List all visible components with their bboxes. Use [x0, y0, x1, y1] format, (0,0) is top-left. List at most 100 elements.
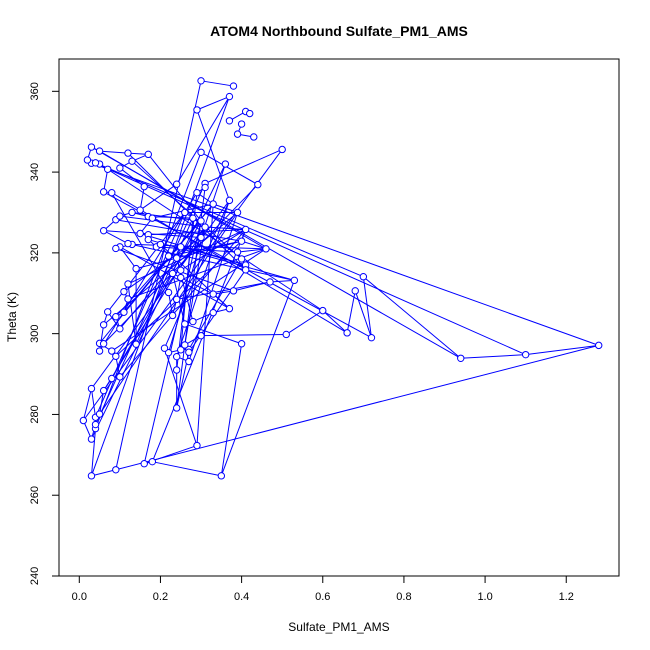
series-line-segment: [196, 109, 230, 201]
series-line-segment: [237, 248, 267, 253]
series-line-segment: [176, 96, 230, 185]
series-line-segment: [213, 203, 238, 213]
data-point: [359, 273, 368, 281]
data-point: [282, 330, 290, 339]
data-point: [197, 331, 205, 340]
data-point: [278, 145, 286, 154]
data-point: [99, 340, 108, 348]
data-point: [229, 287, 238, 295]
data-point: [189, 317, 197, 326]
series-line-segment: [91, 469, 116, 477]
data-point: [168, 269, 177, 278]
data-point: [124, 280, 132, 288]
series-line-segment: [354, 290, 372, 338]
data-point: [87, 435, 96, 443]
x-tick-label: 0.0: [72, 591, 87, 603]
data-point: [221, 160, 230, 168]
data-point: [103, 165, 112, 173]
series-line-segment: [152, 461, 222, 477]
series-line-segment: [119, 215, 206, 228]
data-point: [521, 350, 530, 359]
data-point: [156, 240, 165, 249]
data-point: [193, 106, 201, 114]
data-point: [209, 200, 217, 208]
data-point: [83, 156, 92, 164]
data-point: [87, 143, 96, 151]
data-point: [140, 460, 148, 468]
data-point: [172, 366, 181, 374]
data-point: [116, 212, 124, 220]
data-point: [95, 410, 104, 418]
data-point: [172, 404, 181, 412]
y-axis: 240 260 280 300 320 340 360: [29, 82, 60, 585]
series-line-segment: [103, 230, 129, 245]
series-line-segment: [99, 150, 129, 154]
data-point: [201, 183, 209, 192]
data-point: [112, 352, 120, 360]
data-point: [241, 225, 250, 234]
data-point: [241, 266, 250, 274]
data-point: [225, 117, 234, 125]
data-point: [112, 244, 120, 253]
data-point: [229, 82, 238, 90]
data-point: [343, 329, 351, 337]
data-point: [144, 235, 152, 244]
series-line-segment: [99, 192, 198, 352]
data-point: [201, 223, 209, 231]
data-point: [233, 248, 242, 256]
data-point: [99, 188, 108, 196]
data-point: [132, 264, 140, 273]
series-line-segment: [176, 200, 230, 357]
series-line-segment: [82, 388, 92, 421]
series-line-segment: [115, 80, 202, 470]
data-point: [164, 288, 173, 297]
data-point: [266, 278, 274, 286]
data-point: [144, 150, 152, 159]
series-line-segment: [220, 343, 243, 476]
data-point: [132, 340, 140, 348]
data-point: [197, 233, 205, 242]
data-point: [128, 208, 136, 217]
data-point: [177, 346, 185, 354]
series-line-segment: [139, 186, 145, 211]
series-line-segment: [91, 146, 461, 359]
data-point: [168, 311, 177, 320]
data-point: [108, 347, 116, 355]
series-line-segment: [220, 280, 295, 477]
series-line-segment: [241, 240, 267, 250]
data-point: [124, 295, 132, 303]
data-point: [181, 341, 189, 349]
series-line-segment: [188, 212, 239, 362]
data-point: [181, 320, 189, 328]
series-line-segment: [82, 149, 283, 421]
data-point: [225, 304, 234, 313]
series-line-segment: [90, 96, 230, 477]
data-point: [99, 321, 108, 329]
data-point: [193, 188, 201, 197]
y-tick-label: 280: [29, 405, 41, 423]
data-point: [148, 457, 157, 466]
data-point: [136, 206, 144, 214]
y-axis-label: Theta (K): [5, 292, 19, 342]
series-line-segment: [87, 159, 526, 356]
series-line-segment: [139, 183, 177, 211]
x-tick-label: 0.4: [234, 591, 249, 603]
series-line-segment: [200, 151, 259, 186]
series-line-segment: [95, 152, 202, 429]
series-line-segment: [151, 229, 247, 462]
series-line-segment: [143, 220, 202, 464]
series-line-segment: [140, 233, 246, 266]
data-point: [367, 333, 376, 342]
data-point: [254, 180, 262, 189]
series-line-segment: [111, 220, 202, 379]
data-point: [262, 245, 270, 253]
y-tick-label: 260: [29, 486, 41, 504]
series-line-segment: [111, 192, 169, 293]
data-point: [124, 239, 132, 248]
series-line-segment: [168, 226, 206, 353]
data-point: [136, 229, 144, 238]
x-tick-label: 1.2: [559, 591, 574, 603]
data-point: [140, 182, 148, 191]
data-point: [164, 252, 173, 260]
